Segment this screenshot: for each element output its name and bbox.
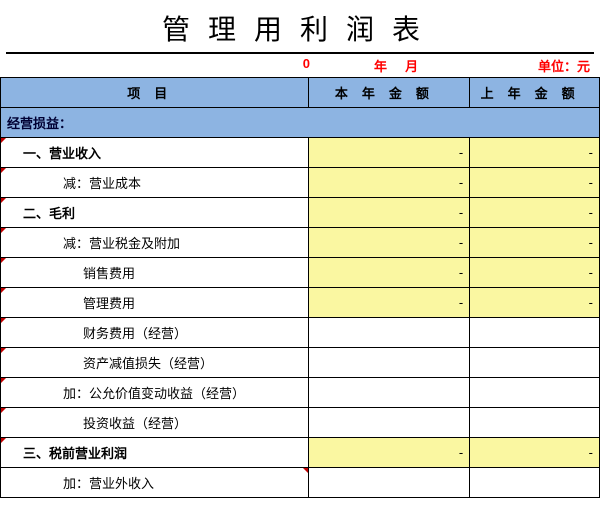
profit-statement-sheet: { "title": "管理用利润表", "meta": { "num": "0… — [0, 0, 600, 498]
row-label: 三、税前营业利润 — [1, 438, 309, 468]
row-label: 加：营业外收入 — [1, 468, 309, 498]
row-label: 加：公允价值变动收益（经营） — [1, 378, 309, 408]
row-previous[interactable]: - — [470, 258, 600, 288]
row-label: 减：营业税金及附加 — [1, 228, 309, 258]
row-current[interactable]: - — [308, 438, 470, 468]
header-current: 本年金额 — [308, 78, 470, 108]
row-current[interactable] — [308, 468, 470, 498]
row-previous[interactable]: - — [470, 228, 600, 258]
table-row: 减：营业税金及附加-- — [1, 228, 600, 258]
table-row: 三、税前营业利润-- — [1, 438, 600, 468]
header-previous: 上年金额 — [470, 78, 600, 108]
row-label: 投资收益（经营） — [1, 408, 309, 438]
profit-table: 项目 本年金额 上年金额 经营损益： 一、营业收入--减：营业成本--二、毛利-… — [0, 77, 600, 498]
row-previous[interactable]: - — [470, 138, 600, 168]
table-row: 一、营业收入-- — [1, 138, 600, 168]
row-previous[interactable]: - — [470, 168, 600, 198]
row-current[interactable]: - — [308, 138, 470, 168]
table-row: 管理费用-- — [1, 288, 600, 318]
sheet-title: 管理用利润表 — [0, 0, 600, 52]
header-row: 项目 本年金额 上年金额 — [1, 78, 600, 108]
year-label: 年 — [374, 59, 387, 74]
header-item: 项目 — [1, 78, 309, 108]
row-label: 资产减值损失（经营） — [1, 348, 309, 378]
row-current[interactable]: - — [308, 168, 470, 198]
table-row: 二、毛利-- — [1, 198, 600, 228]
section-row: 经营损益： — [1, 108, 600, 138]
table-row: 减：营业成本-- — [1, 168, 600, 198]
row-previous[interactable]: - — [470, 288, 600, 318]
meta-number: 0 — [6, 56, 314, 75]
title-rule — [6, 52, 594, 54]
meta-unit: 单位：元 — [464, 56, 594, 75]
meta-row: 0 年 月 单位：元 — [0, 56, 600, 77]
row-label: 二、毛利 — [1, 198, 309, 228]
month-label: 月 — [405, 59, 418, 74]
row-current[interactable]: - — [308, 258, 470, 288]
meta-year-month: 年 月 — [314, 56, 464, 75]
row-previous[interactable]: - — [470, 438, 600, 468]
row-label: 一、营业收入 — [1, 138, 309, 168]
row-previous[interactable] — [470, 348, 600, 378]
row-previous[interactable] — [470, 408, 600, 438]
row-current[interactable] — [308, 348, 470, 378]
table-row: 加：营业外收入 — [1, 468, 600, 498]
row-current[interactable]: - — [308, 288, 470, 318]
row-current[interactable] — [308, 318, 470, 348]
row-previous[interactable] — [470, 378, 600, 408]
row-previous[interactable] — [470, 318, 600, 348]
table-row: 财务费用（经营） — [1, 318, 600, 348]
table-row: 销售费用-- — [1, 258, 600, 288]
row-previous[interactable]: - — [470, 198, 600, 228]
row-label: 销售费用 — [1, 258, 309, 288]
table-row: 资产减值损失（经营） — [1, 348, 600, 378]
row-current[interactable]: - — [308, 228, 470, 258]
row-label: 管理费用 — [1, 288, 309, 318]
row-previous[interactable] — [470, 468, 600, 498]
row-current[interactable] — [308, 378, 470, 408]
table-row: 加：公允价值变动收益（经营） — [1, 378, 600, 408]
row-current[interactable] — [308, 408, 470, 438]
row-label: 减：营业成本 — [1, 168, 309, 198]
row-label: 财务费用（经营） — [1, 318, 309, 348]
row-current[interactable]: - — [308, 198, 470, 228]
section-label: 经营损益： — [1, 108, 600, 138]
table-row: 投资收益（经营） — [1, 408, 600, 438]
